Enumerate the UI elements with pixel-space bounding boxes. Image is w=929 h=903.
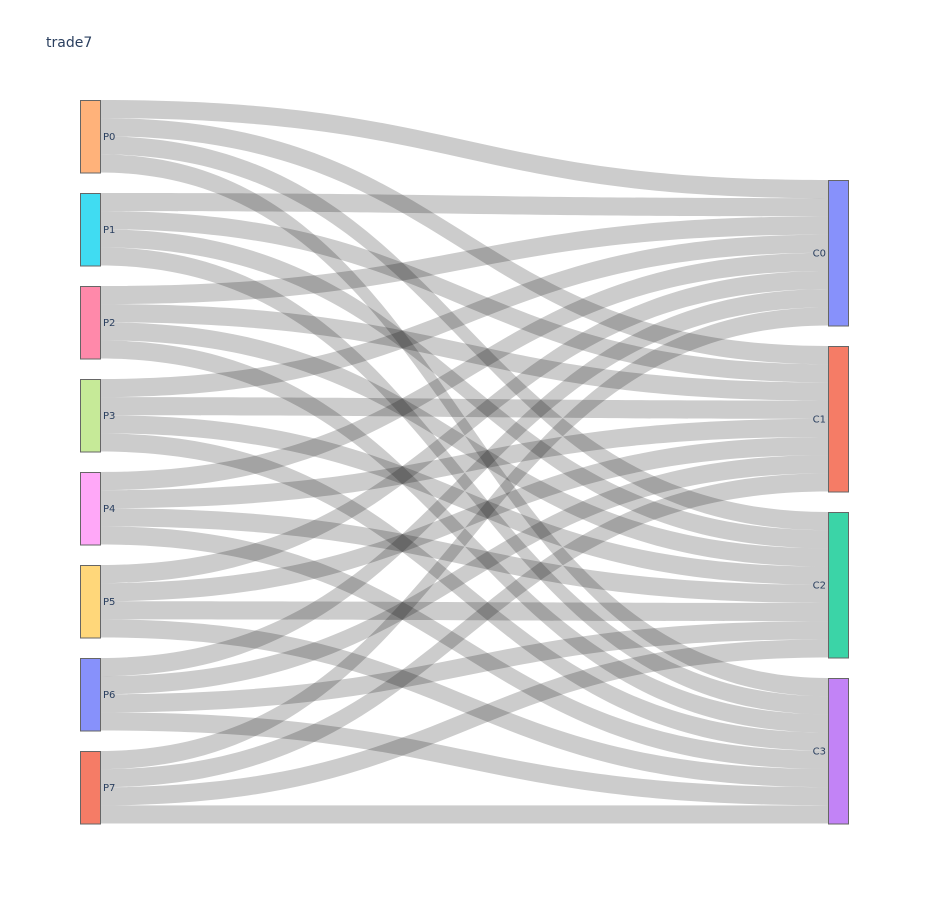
node-label-c2: C2 bbox=[813, 580, 826, 591]
node-label-c1: C1 bbox=[813, 414, 826, 425]
node-label-p5: P5 bbox=[103, 597, 115, 608]
link-p0-c1[interactable] bbox=[100, 118, 828, 365]
node-label-p0: P0 bbox=[103, 132, 115, 143]
node-p5[interactable] bbox=[80, 565, 101, 639]
node-c1[interactable] bbox=[828, 346, 849, 493]
link-p0-c2[interactable] bbox=[100, 136, 828, 531]
node-label-p3: P3 bbox=[103, 411, 115, 422]
link-p4-c0[interactable] bbox=[100, 252, 828, 491]
link-p0-c0[interactable] bbox=[100, 100, 828, 199]
link-p2-c1[interactable] bbox=[100, 304, 828, 401]
link-p7-c1[interactable] bbox=[100, 473, 828, 788]
node-label-p7: P7 bbox=[103, 783, 115, 794]
link-p0-c3[interactable] bbox=[100, 154, 828, 697]
node-label-p6: P6 bbox=[103, 690, 115, 701]
links-layer bbox=[100, 100, 828, 824]
node-p1[interactable] bbox=[80, 193, 101, 267]
link-p4-c2[interactable] bbox=[100, 508, 828, 603]
link-p2-c3[interactable] bbox=[100, 340, 828, 733]
link-p6-c3[interactable] bbox=[100, 712, 828, 806]
link-p3-c0[interactable] bbox=[100, 234, 828, 398]
link-p7-c2[interactable] bbox=[100, 639, 828, 806]
labels-layer: P0 P1 P2 P3 P4 P5 P6 P7 C0 C1 C2 C3 bbox=[103, 132, 826, 794]
chart-title: trade7 bbox=[46, 35, 93, 51]
link-p5-c2[interactable] bbox=[100, 601, 828, 622]
link-p1-c3[interactable] bbox=[100, 247, 828, 715]
link-p6-c2[interactable] bbox=[100, 621, 828, 713]
node-label-p1: P1 bbox=[103, 225, 115, 236]
node-c0[interactable] bbox=[828, 180, 849, 327]
link-p5-c1[interactable] bbox=[100, 436, 828, 602]
link-p6-c0[interactable] bbox=[100, 289, 828, 677]
nodes-layer bbox=[80, 100, 849, 825]
link-p4-c1[interactable] bbox=[100, 418, 828, 509]
link-p2-c0[interactable] bbox=[100, 216, 828, 305]
link-p1-c1[interactable] bbox=[100, 211, 828, 383]
node-p4[interactable] bbox=[80, 472, 101, 546]
link-p1-c2[interactable] bbox=[100, 229, 828, 549]
node-label-p4: P4 bbox=[103, 504, 115, 515]
link-p3-c2[interactable] bbox=[100, 415, 828, 585]
node-p2[interactable] bbox=[80, 286, 101, 360]
node-label-c0: C0 bbox=[813, 248, 826, 259]
node-p3[interactable] bbox=[80, 379, 101, 453]
node-label-c3: C3 bbox=[813, 746, 826, 757]
link-p7-c3[interactable] bbox=[100, 805, 828, 824]
link-p7-c0[interactable] bbox=[100, 307, 828, 770]
link-p6-c1[interactable] bbox=[100, 455, 828, 695]
node-p7[interactable] bbox=[80, 751, 101, 825]
node-label-p2: P2 bbox=[103, 318, 115, 329]
node-c2[interactable] bbox=[828, 512, 849, 659]
link-p3-c1[interactable] bbox=[100, 397, 828, 419]
link-p5-c3[interactable] bbox=[100, 619, 828, 788]
link-p5-c0[interactable] bbox=[100, 270, 828, 584]
node-c3[interactable] bbox=[828, 678, 849, 825]
link-p2-c2[interactable] bbox=[100, 322, 828, 567]
link-p3-c3[interactable] bbox=[100, 433, 828, 751]
node-p6[interactable] bbox=[80, 658, 101, 732]
node-p0[interactable] bbox=[80, 100, 101, 174]
link-p1-c0[interactable] bbox=[100, 193, 828, 217]
link-p4-c3[interactable] bbox=[100, 526, 828, 769]
